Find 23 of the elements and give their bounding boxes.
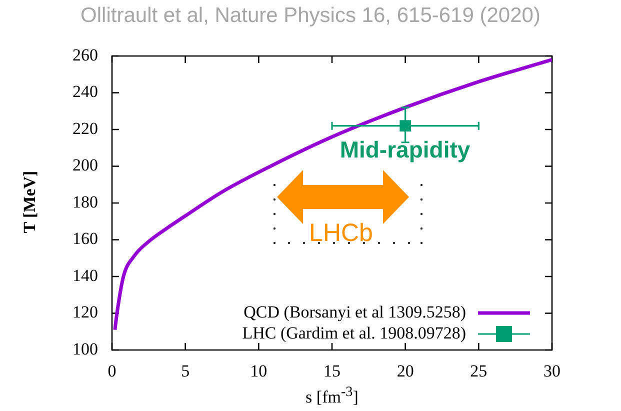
chart-title: Ollitrault et al, Nature Physics 16, 615-619 (2020): [80, 4, 542, 28]
y-tick-label: 240: [72, 82, 98, 102]
y-tick-label: 160: [72, 229, 98, 248]
y-tick-label: 120: [72, 302, 98, 322]
y-axis-title: T [MeV]: [20, 170, 40, 236]
annotation: LHCb: [309, 218, 373, 247]
x-tick-label: 25: [470, 362, 488, 381]
y-tick-label: 180: [72, 192, 98, 212]
y-tick-label: 260: [72, 45, 98, 64]
x-tick-label: 5: [181, 362, 190, 381]
x-tick-label: 20: [396, 362, 414, 381]
x-tick-label: 30: [544, 362, 560, 381]
x-tick-label: 0: [108, 362, 116, 381]
legend-label: LHC (Gardim et al. 1908.09728): [242, 323, 466, 342]
x-tick-label: 15: [324, 362, 340, 381]
y-tick-label: 140: [72, 266, 98, 285]
y-tick-label: 220: [72, 118, 98, 138]
x-tick-label: 10: [250, 362, 268, 381]
y-tick-label: 200: [72, 156, 98, 175]
legend-label: QCD (Borsanyi et al 1309.5258): [244, 302, 466, 322]
x-axis-title: s [fm$^{-3}$]: [304, 384, 360, 408]
annotation: Mid-rapidity: [340, 136, 470, 162]
y-tick-label: 100: [72, 339, 98, 358]
